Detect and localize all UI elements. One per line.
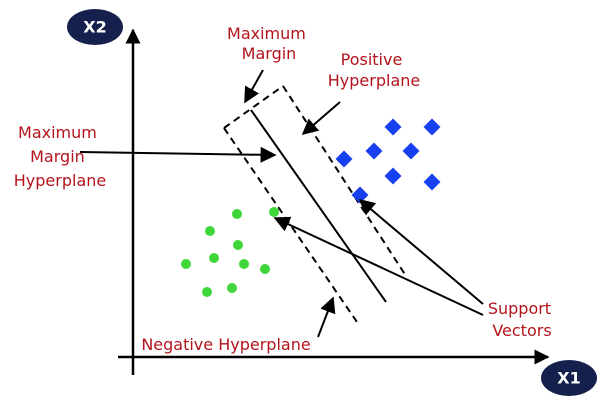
x-axis-badge	[541, 360, 597, 396]
x-axis-label: X1	[557, 369, 580, 388]
pointer-arrows	[79, 69, 484, 338]
support-vectors-label: Support Vectors	[488, 299, 556, 340]
margin-box	[223, 85, 407, 323]
hyperplane	[250, 109, 387, 303]
green-points	[181, 207, 279, 297]
positive-hyperplane-label: Positive Hyperplane	[328, 50, 420, 90]
y-axis-label: X2	[83, 18, 106, 37]
maximum-margin-hyperplane-label: Maximum Margin Hyperplane	[14, 123, 106, 190]
maximum-margin-label: Maximum Margin	[227, 24, 311, 63]
negative-hyperplane-label: Negative Hyperplane	[141, 335, 310, 354]
y-axis-badge	[67, 9, 123, 45]
